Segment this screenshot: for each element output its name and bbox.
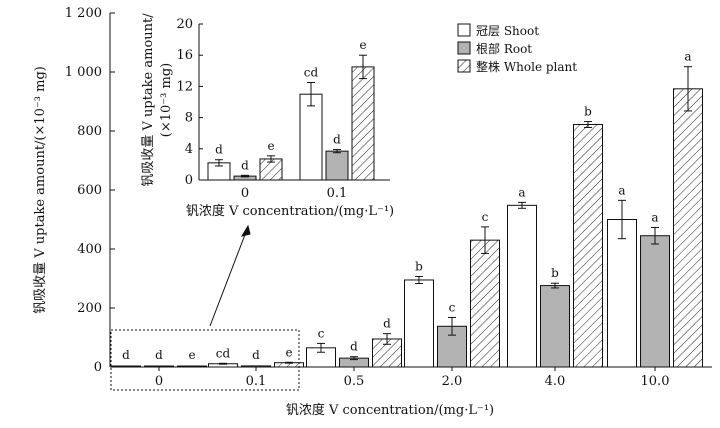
x-tick-label: 2.0 (442, 374, 463, 389)
bar-root (540, 285, 570, 368)
pointer-arrow (209, 231, 247, 327)
significance-label: d (350, 340, 358, 354)
legend-swatch-whole (457, 59, 471, 73)
significance-label: e (285, 345, 292, 359)
bar-shoot (404, 279, 434, 368)
significance-label: b (551, 266, 559, 280)
significance-label: e (188, 348, 195, 362)
significance-label: c (482, 210, 489, 224)
x-axis-title: 钒浓度 V concentration/(mg·L⁻¹) (286, 402, 494, 418)
significance-label: c (449, 300, 456, 314)
significance-label: d (155, 348, 163, 362)
significance-label: a (684, 50, 691, 64)
inset-chart: 0 4 8 12 16 20 0 0.1 d cd d d e e 钒吸收量 V uptake amount… (141, 13, 394, 219)
inset-y-tick-label: 8 (185, 111, 193, 126)
bar-root (640, 235, 670, 368)
x-tick-label: 0 (155, 374, 163, 389)
bar-whole (573, 124, 603, 368)
bar-whole (673, 88, 703, 368)
inset-x-tick-label: 0.1 (327, 186, 348, 201)
bar-root (144, 365, 174, 368)
x-tick-label: 0.1 (246, 374, 267, 389)
inset-bar-root (325, 150, 349, 181)
y-axis-title: 钒吸收量 V uptake amount/(×10⁻³ mg) (33, 66, 48, 314)
significance-label: a (518, 185, 525, 199)
inset-significance-label: e (267, 139, 274, 153)
legend-swatch-root (457, 41, 471, 55)
significance-label: b (415, 259, 423, 273)
significance-label: d (252, 348, 260, 362)
inset-y-axis-title-unit: (×10⁻³ mg) (159, 63, 174, 137)
bar-shoot (607, 219, 637, 368)
significance-label: c (318, 326, 325, 340)
highlight-box (110, 329, 300, 391)
y-tick-label: 600 (77, 183, 102, 198)
bar-shoot (111, 365, 141, 368)
bar-root (241, 365, 271, 368)
bar-shoot (507, 204, 537, 368)
inset-y-axis-title: 钒吸收量 V uptake amount/ (141, 13, 156, 187)
inset-y-tick-label: 4 (185, 142, 193, 157)
x-tick-label: 10.0 (641, 374, 670, 389)
x-tick-label: 0.5 (344, 374, 365, 389)
pointer-arrow-head (240, 224, 251, 237)
significance-label: b (584, 105, 592, 119)
inset-y-tick-label: 20 (176, 17, 193, 32)
inset-significance-label: d (215, 143, 223, 157)
bar-whole (470, 239, 500, 368)
x-tick-label: 4.0 (545, 374, 566, 389)
bar-whole (177, 365, 207, 368)
significance-label: cd (216, 346, 231, 360)
inset-significance-label: d (333, 133, 341, 147)
inset-significance-label: cd (304, 66, 319, 80)
legend-swatch-shoot (457, 23, 471, 37)
y-tick-label: 200 (77, 301, 102, 316)
y-tick-label: 0 (94, 360, 102, 375)
legend: 冠层 Shoot 根部 Root 整株 Whole plant (457, 23, 577, 74)
significance-label: d (122, 348, 130, 362)
significance-label: a (651, 210, 658, 224)
inset-y-tick-label: 16 (176, 48, 193, 63)
inset-bar-whole (351, 66, 375, 181)
significance-label: d (383, 317, 391, 331)
legend-label-shoot: 冠层 Shoot (476, 24, 539, 38)
inset-significance-label: e (359, 38, 366, 52)
legend-label-root: 根部 Root (476, 41, 532, 56)
significance-label: a (618, 183, 625, 197)
inset-y-tick-label: 12 (176, 79, 193, 94)
inset-bar-shoot (299, 93, 323, 181)
inset-x-axis-title: 钒浓度 V concentration/(mg·L⁻¹) (186, 203, 394, 219)
inset-y-tick-label: 0 (185, 173, 193, 188)
legend-label-whole: 整株 Whole plant (476, 59, 577, 74)
y-tick-label: 1 000 (65, 65, 102, 80)
y-tick-label: 400 (77, 242, 102, 257)
inset-significance-label: d (241, 158, 249, 172)
y-tick-label: 1 200 (65, 6, 102, 21)
y-tick-label: 800 (77, 124, 102, 139)
inset-x-tick-label: 0 (241, 186, 249, 201)
